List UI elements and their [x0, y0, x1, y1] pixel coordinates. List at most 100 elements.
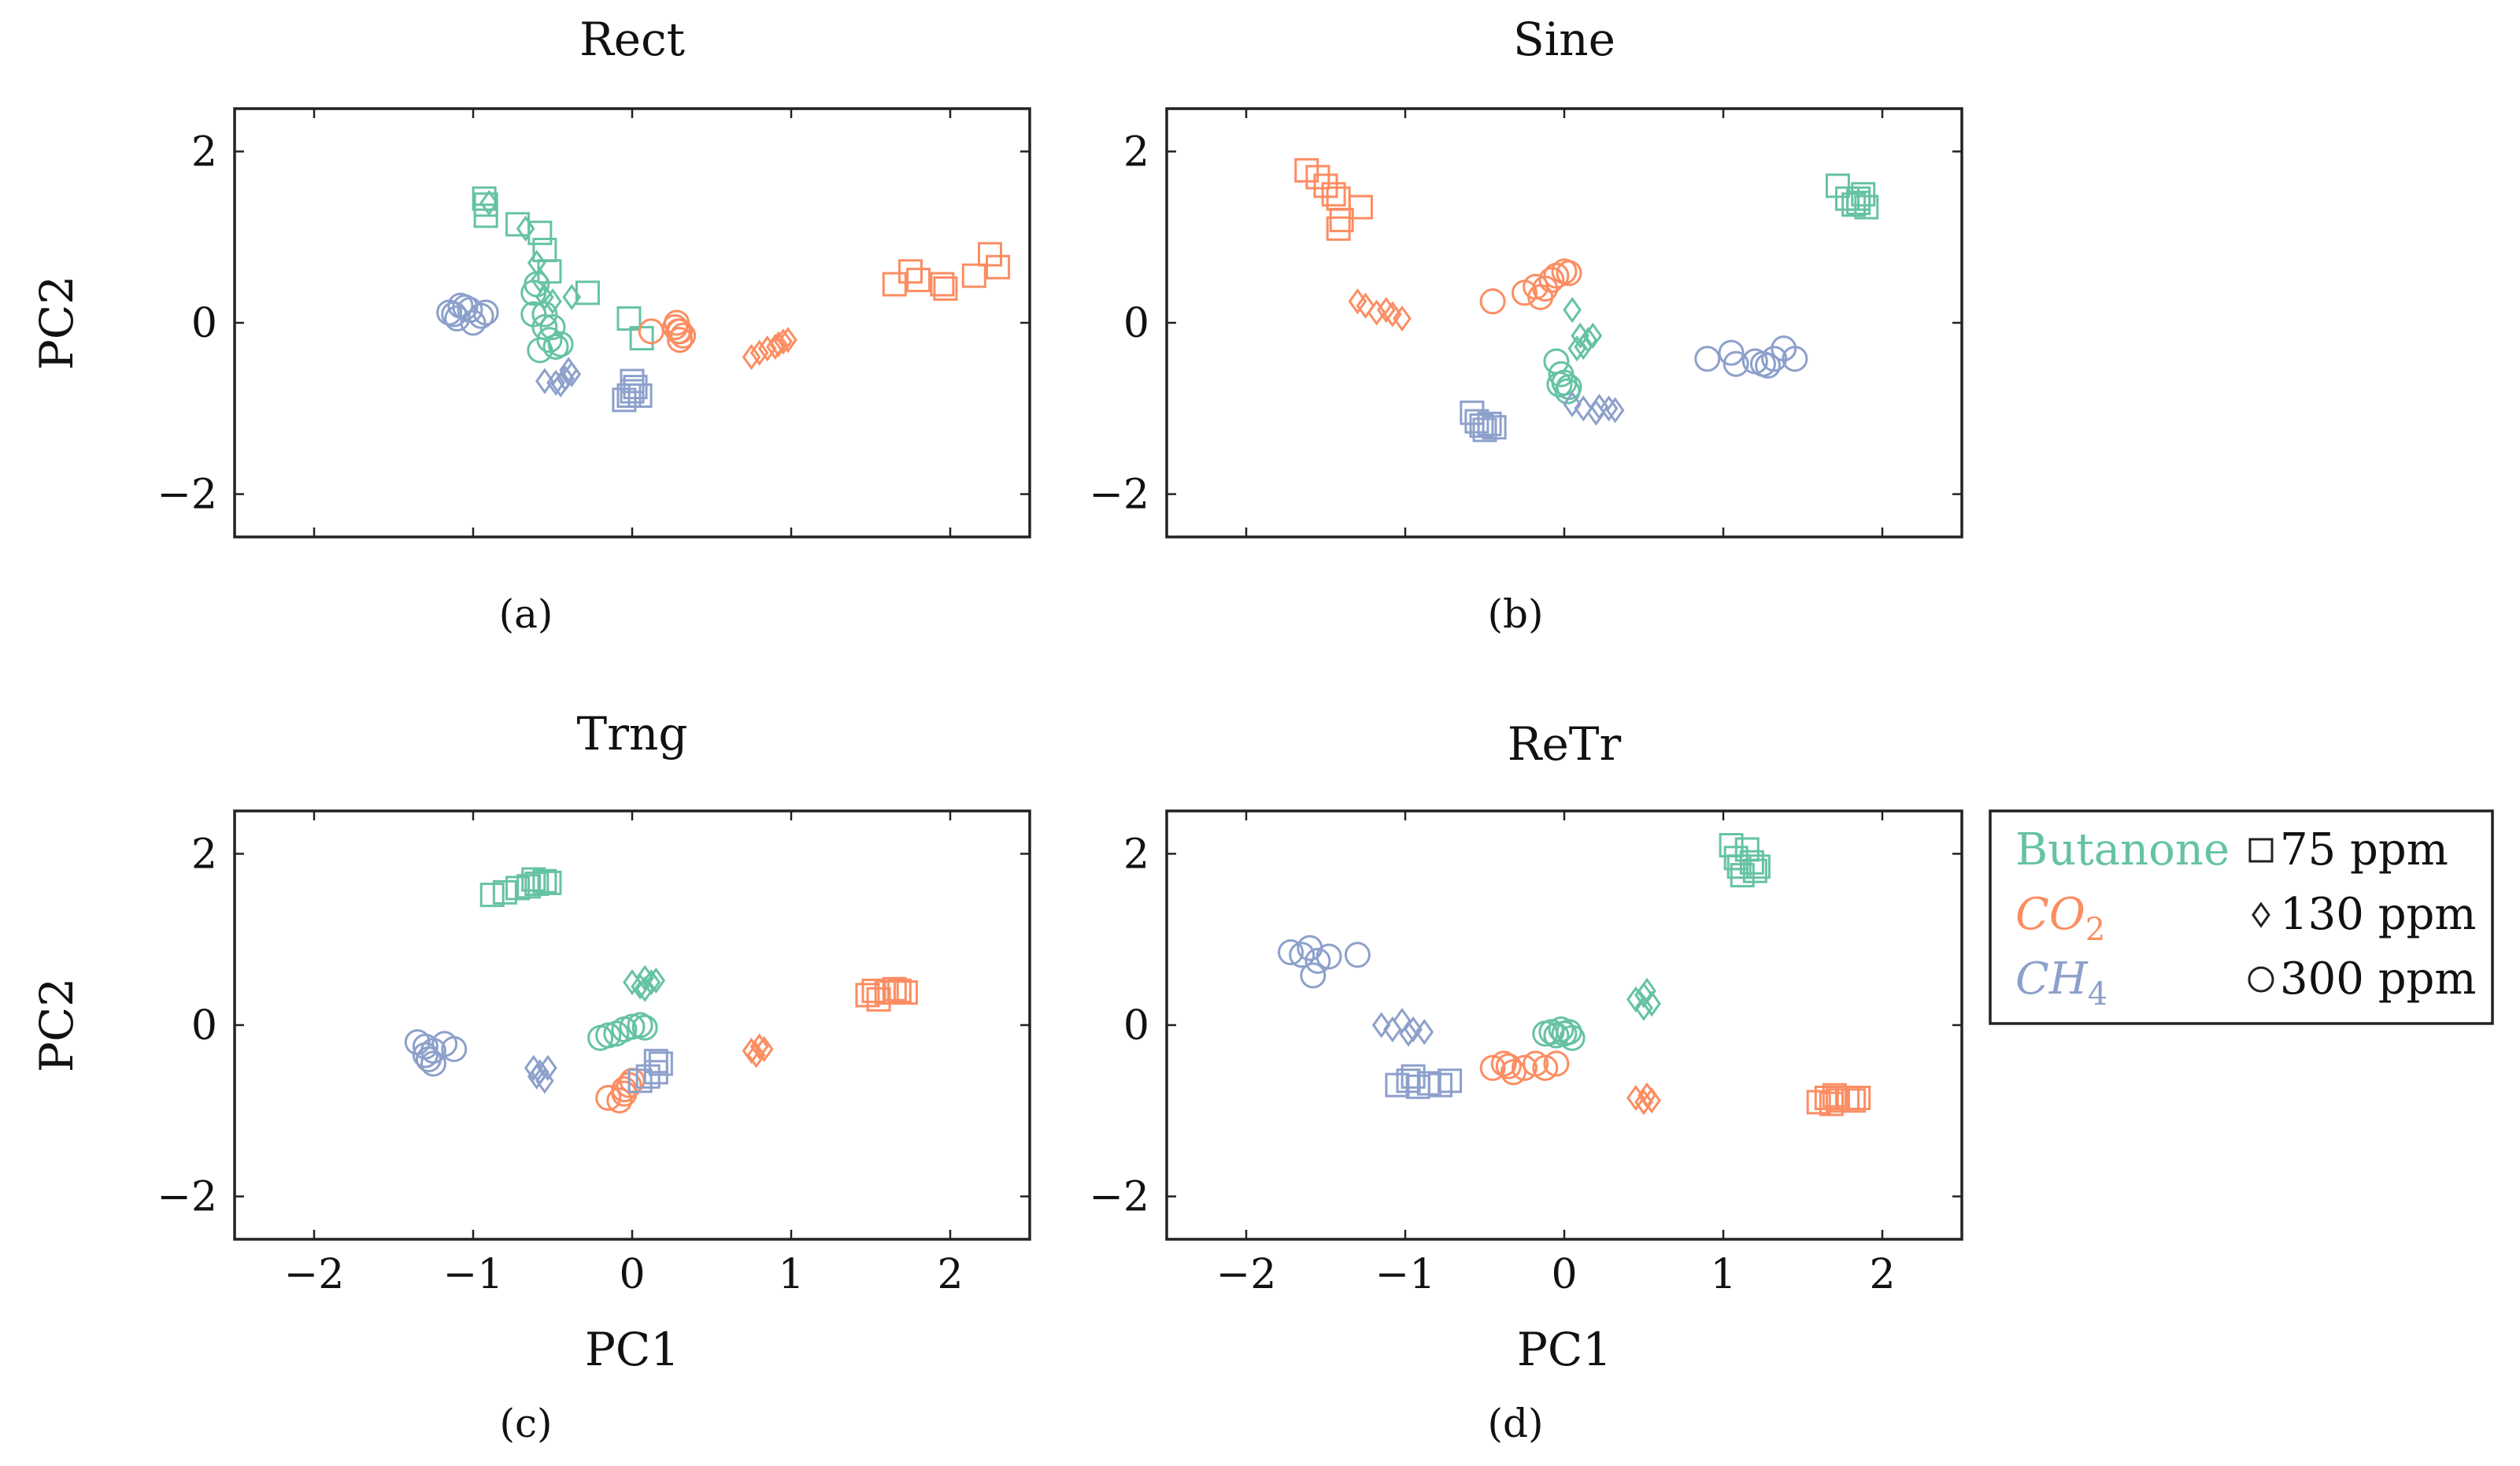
y-tick-label: −2: [1089, 472, 1149, 519]
x-tick-label: 0: [619, 1251, 645, 1298]
data-point: [774, 328, 793, 355]
data-point: [1642, 1087, 1661, 1114]
data-point: [532, 238, 557, 263]
x-tick-label: −2: [1216, 1251, 1277, 1298]
data-point: [546, 369, 565, 396]
data-point: [1482, 415, 1507, 440]
series-ch4-circle: [436, 292, 499, 336]
panel-title: ReTr: [1508, 717, 1622, 771]
data-point: [1739, 850, 1764, 875]
series-ch4-diamond: [535, 357, 582, 398]
y-tick-label: 0: [1123, 300, 1149, 347]
legend-gas-butanone: Butanone: [2015, 824, 2230, 876]
data-point: [1512, 1054, 1538, 1081]
data-point: [1382, 301, 1402, 328]
data-point: [1404, 1016, 1423, 1043]
data-point: [516, 215, 535, 242]
y-tick-label: 2: [191, 128, 217, 176]
data-point: [441, 1035, 468, 1062]
legend-concentration-label: 300 ppm: [2280, 953, 2476, 1005]
data-point: [1589, 394, 1609, 420]
series-ch4-circle: [1278, 935, 1371, 989]
legend-gas-co2: CO2: [2015, 889, 2105, 948]
panel-caption: (d): [1487, 1401, 1543, 1446]
panel-title: Trng: [577, 707, 688, 761]
series-co2-circle: [1479, 258, 1582, 315]
data-point: [1554, 378, 1581, 405]
data-point: [1469, 413, 1494, 439]
data-point: [670, 322, 697, 349]
axes-frame: [233, 107, 1031, 539]
series-butanone-circle: [1543, 348, 1582, 405]
data-point: [1415, 1019, 1434, 1046]
data-point: [1300, 962, 1327, 989]
data-point: [930, 272, 955, 297]
data-point: [893, 980, 918, 1005]
series-ch4-circle: [404, 1029, 468, 1077]
data-point: [616, 306, 642, 331]
x-tick-label: 1: [1710, 1251, 1736, 1298]
data-point: [1825, 173, 1850, 198]
data-point: [1822, 1083, 1847, 1108]
data-point: [562, 283, 582, 310]
points: [404, 867, 918, 1114]
data-point: [1726, 854, 1752, 879]
panel-caption: (a): [499, 591, 553, 637]
data-point: [1464, 409, 1489, 434]
data-point: [611, 1080, 638, 1107]
data-point: [1527, 283, 1554, 310]
panel-retr: ReTr −2 −1 0 1 2 −2 0 2 PC1 (d): [1089, 717, 1963, 1446]
data-point: [1321, 182, 1346, 207]
data-point: [1723, 350, 1749, 377]
series-butanone-circle: [587, 1012, 658, 1051]
data-point: [667, 327, 694, 354]
data-point: [527, 1063, 546, 1090]
data-point: [1543, 348, 1570, 375]
legend-marker-circle: [2248, 966, 2274, 993]
data-point: [595, 1084, 622, 1111]
series-co2-square: [1806, 1083, 1871, 1116]
data-point: [1718, 339, 1745, 366]
series-co2-circle: [662, 309, 697, 354]
series-co2-circle: [595, 1068, 646, 1114]
data-point: [1563, 297, 1582, 324]
data-point: [1348, 194, 1373, 220]
series-ch4-square: [1385, 1064, 1463, 1099]
data-point: [479, 883, 505, 908]
data-point: [1851, 182, 1876, 207]
data-point: [479, 190, 499, 217]
data-point: [543, 288, 562, 315]
series-ch4-diamond: [524, 1054, 557, 1094]
data-point: [492, 879, 517, 905]
data-point: [898, 259, 923, 284]
x-axis-label: PC1: [585, 1323, 679, 1376]
data-point: [472, 299, 499, 326]
data-point: [620, 368, 645, 394]
data-point: [643, 1049, 668, 1074]
series-ch4-circle: [1694, 335, 1808, 379]
data-point: [521, 867, 546, 892]
data-point: [1556, 260, 1582, 287]
panel-caption: (b): [1487, 591, 1543, 637]
series-butanone-diamond: [623, 964, 666, 1002]
data-point: [524, 871, 550, 896]
data-point: [531, 301, 558, 328]
data-point: [986, 254, 1011, 280]
data-point: [1782, 346, 1808, 372]
data-point: [1854, 194, 1879, 220]
data-point: [754, 1035, 774, 1063]
data-point: [874, 980, 899, 1005]
data-point: [516, 874, 542, 899]
data-point: [575, 280, 600, 305]
x-tick-label: 0: [1551, 1251, 1577, 1298]
legend-concentration-label: 130 ppm: [2280, 889, 2476, 940]
data-point: [627, 383, 653, 408]
y-tick-label: 0: [191, 1002, 217, 1050]
data-point: [531, 313, 558, 340]
data-point: [1567, 335, 1587, 362]
series-co2-circle: [638, 318, 664, 345]
data-point: [468, 302, 494, 329]
panel-rect: Rect −2 0 2 PC2 (a): [30, 13, 1031, 637]
